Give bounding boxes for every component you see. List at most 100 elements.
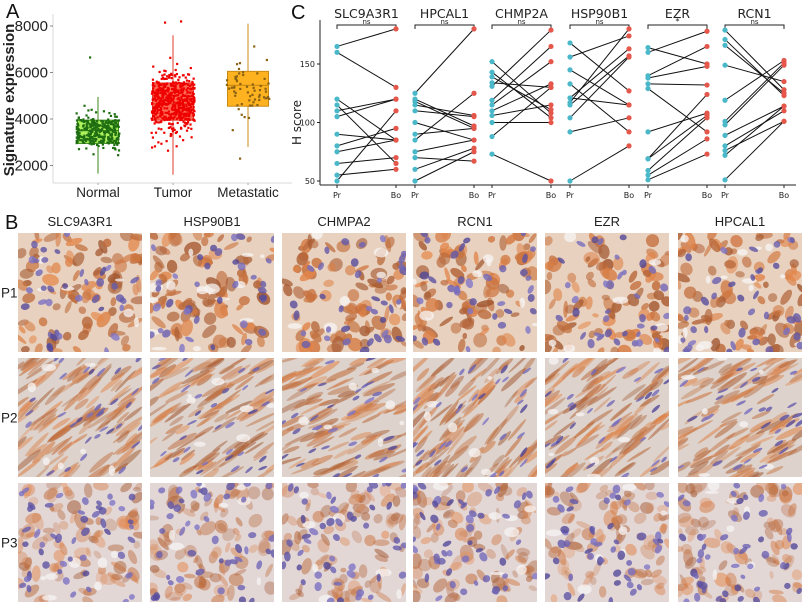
gene-title: RCN1 bbox=[737, 6, 771, 21]
row-label: P2 bbox=[1, 411, 18, 426]
outlier-point bbox=[239, 157, 242, 160]
y-tick-label: 4000 bbox=[15, 111, 48, 128]
bo-point bbox=[626, 143, 632, 149]
ihc-image-slc9a3r1-p3 bbox=[18, 483, 142, 602]
pr-point bbox=[722, 152, 728, 158]
x-tick-label: Pr bbox=[333, 191, 342, 200]
pr-point bbox=[412, 108, 418, 114]
pr-point bbox=[567, 81, 573, 87]
bo-point bbox=[781, 103, 787, 109]
bo-point bbox=[626, 26, 632, 32]
pr-point bbox=[722, 122, 728, 128]
x-tick-label: Bo bbox=[469, 191, 479, 200]
ihc-image-grid: SLC9A3R1 HSP90B1 CHMPA2 RCN1 EZR HPCAL1 P1 P2 P3 bbox=[1, 214, 802, 602]
pr-point bbox=[645, 45, 651, 51]
ihc-image-hsp90b1-p1 bbox=[150, 233, 274, 352]
bo-point bbox=[626, 102, 632, 108]
significance-bracket bbox=[724, 24, 785, 29]
ihc-image-chmpa2-p1 bbox=[282, 233, 406, 352]
column-header: HPCAL1 bbox=[715, 214, 766, 229]
y-axis-title: H score bbox=[290, 100, 304, 145]
pr-point bbox=[489, 83, 495, 89]
pr-point bbox=[722, 62, 728, 68]
bo-point bbox=[626, 46, 632, 52]
bo-point bbox=[548, 43, 554, 50]
x-tick-label: Metastatic bbox=[217, 185, 279, 200]
significance-label: ns bbox=[362, 18, 370, 26]
bo-point bbox=[704, 28, 710, 34]
pr-point bbox=[334, 114, 340, 120]
pr-point bbox=[567, 95, 573, 101]
column-header: CHMPA2 bbox=[317, 214, 370, 229]
pr-point bbox=[334, 108, 340, 114]
ihc-image-ezr-p3 bbox=[545, 483, 669, 602]
pr-point bbox=[412, 102, 418, 108]
pr-point bbox=[489, 59, 495, 65]
pr-point bbox=[645, 156, 651, 162]
pr-point bbox=[722, 42, 728, 48]
ihc-image-chmpa2-p3 bbox=[282, 483, 406, 602]
y-tick-label: 8000 bbox=[15, 18, 48, 35]
pr-point bbox=[412, 178, 418, 184]
pr-point bbox=[334, 96, 340, 102]
pr-point bbox=[334, 178, 340, 184]
bo-point bbox=[548, 119, 554, 126]
pr-point bbox=[489, 97, 495, 103]
bo-point bbox=[471, 158, 477, 164]
column-header: EZR bbox=[594, 214, 620, 229]
x-tick-label: Bo bbox=[779, 191, 789, 200]
box-tumor: Tumor bbox=[150, 20, 196, 200]
pr-point bbox=[489, 112, 495, 119]
bo-point bbox=[781, 108, 787, 114]
ihc-image-rcn1-p1 bbox=[413, 233, 537, 352]
bo-point bbox=[393, 96, 399, 102]
bo-point bbox=[626, 115, 632, 121]
pr-point bbox=[567, 102, 573, 108]
box-metastatic: Metastatic bbox=[217, 23, 279, 200]
outlier-point bbox=[180, 20, 183, 23]
pr-point bbox=[334, 49, 340, 55]
bo-point bbox=[393, 108, 399, 114]
pr-point bbox=[722, 27, 728, 33]
gene-title: CHMP2A bbox=[495, 6, 548, 21]
pr-point bbox=[722, 143, 728, 149]
x-tick-label: Bo bbox=[624, 191, 634, 200]
pr-point bbox=[645, 49, 651, 55]
bo-point bbox=[471, 114, 477, 120]
ihc-image-ezr-p1 bbox=[545, 233, 669, 352]
ihc-image-hsp90b1-p3 bbox=[150, 483, 274, 602]
box-normal: Normal bbox=[75, 56, 121, 200]
pr-point bbox=[567, 67, 573, 73]
bo-point bbox=[393, 160, 399, 167]
panel-a-letter: A bbox=[6, 1, 20, 23]
ihc-image-slc9a3r1-p1 bbox=[18, 233, 142, 352]
bo-point bbox=[704, 129, 710, 135]
gene-title: SLC9A3R1 bbox=[334, 6, 399, 21]
jitter-points bbox=[225, 45, 271, 160]
bo-point bbox=[393, 84, 399, 90]
ihc-image-hpcal1-p3 bbox=[678, 483, 802, 602]
pr-point bbox=[334, 172, 340, 178]
pr-point bbox=[489, 102, 495, 108]
pr-point bbox=[412, 155, 418, 161]
bo-point bbox=[626, 33, 632, 39]
gene-title: HPCAL1 bbox=[420, 6, 469, 21]
y-tick-label: 6000 bbox=[15, 65, 48, 82]
gene-title: EZR bbox=[665, 6, 690, 21]
bo-point bbox=[471, 26, 477, 32]
pr-point bbox=[412, 119, 418, 126]
row-label: P1 bbox=[1, 286, 18, 301]
pr-point bbox=[645, 85, 651, 92]
pr-point bbox=[567, 54, 573, 60]
significance-bracket bbox=[647, 24, 708, 29]
y-tick-label: 100 bbox=[300, 119, 315, 128]
bo-point bbox=[781, 118, 787, 124]
bo-point bbox=[393, 26, 399, 32]
pr-point bbox=[645, 167, 651, 174]
pr-point bbox=[722, 147, 728, 154]
